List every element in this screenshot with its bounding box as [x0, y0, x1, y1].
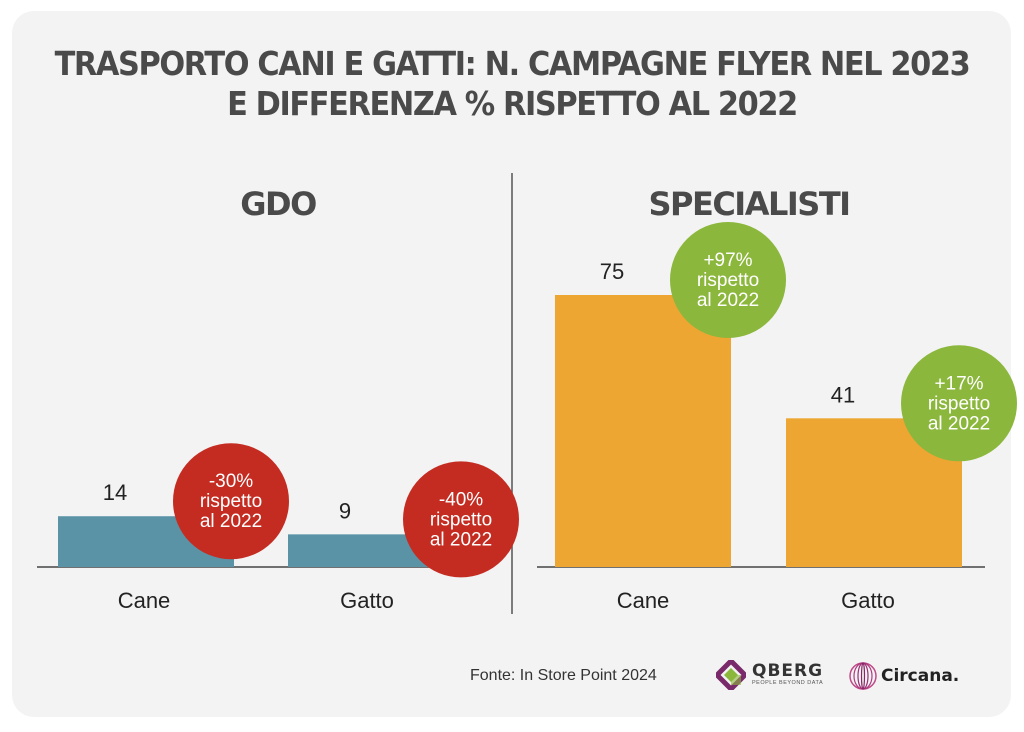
- badge-text-specialisti-cane-3: al 2022: [697, 290, 759, 311]
- bar-specialisti-cane: [555, 295, 731, 567]
- circana-logo: Circana.: [848, 661, 959, 691]
- chart-title: TRASPORTO CANI E GATTI: N. CAMPAGNE FLYE…: [41, 44, 983, 124]
- badge-text-gdo-cane-2: rispetto: [200, 491, 262, 512]
- badge-text-specialisti-cane-1: +97%: [703, 250, 752, 271]
- badge-text-gdo-cane-3: al 2022: [200, 511, 262, 532]
- circana-mark-icon: [849, 662, 877, 690]
- title-line-2: E DIFFERENZA % RISPETTO AL 2022: [227, 84, 798, 123]
- badge-text-specialisti-gatto-3: al 2022: [928, 413, 990, 434]
- badge-text-gdo-gatto-2: rispetto: [430, 509, 492, 530]
- badge-text-specialisti-gatto-2: rispetto: [928, 393, 990, 414]
- value-label-specialisti-cane: 75: [600, 259, 624, 284]
- badge-text-specialisti-gatto-1: +17%: [934, 373, 983, 394]
- value-label-gdo-cane: 14: [103, 480, 127, 505]
- source-note: Fonte: In Store Point 2024: [470, 667, 657, 684]
- badge-gdo-gatto: [403, 461, 519, 578]
- category-label-specialisti-cane: Cane: [617, 588, 670, 613]
- panel-title-specialisti: SPECIALISTI: [648, 185, 849, 223]
- qberg-logo: QBERG PEOPLE BEYOND DATA: [716, 660, 823, 690]
- badge-text-gdo-gatto-3: al 2022: [430, 529, 492, 550]
- category-label-specialisti-gatto: Gatto: [841, 588, 895, 613]
- qberg-name: QBERG: [752, 661, 824, 682]
- badge-text-gdo-cane-1: -30%: [209, 471, 253, 492]
- value-label-specialisti-gatto: 41: [831, 382, 855, 407]
- panel-title-gdo: GDO: [240, 185, 316, 223]
- category-label-gdo-cane: Cane: [118, 588, 171, 613]
- badge-specialisti-cane: [670, 222, 786, 338]
- qberg-mark-icon: [716, 660, 746, 690]
- badge-text-specialisti-cane-2: rispetto: [697, 270, 759, 291]
- title-line-1: TRASPORTO CANI E GATTI: N. CAMPAGNE FLYE…: [54, 44, 971, 83]
- badge-gdo-cane: [173, 443, 289, 560]
- badge-text-gdo-gatto-1: -40%: [439, 489, 483, 510]
- value-label-gdo-gatto: 9: [339, 498, 351, 523]
- category-label-gdo-gatto: Gatto: [340, 588, 394, 613]
- circana-name: Circana.: [881, 666, 960, 686]
- qberg-tagline: PEOPLE BEYOND DATA: [752, 680, 824, 687]
- badge-specialisti-gatto: [901, 345, 1017, 462]
